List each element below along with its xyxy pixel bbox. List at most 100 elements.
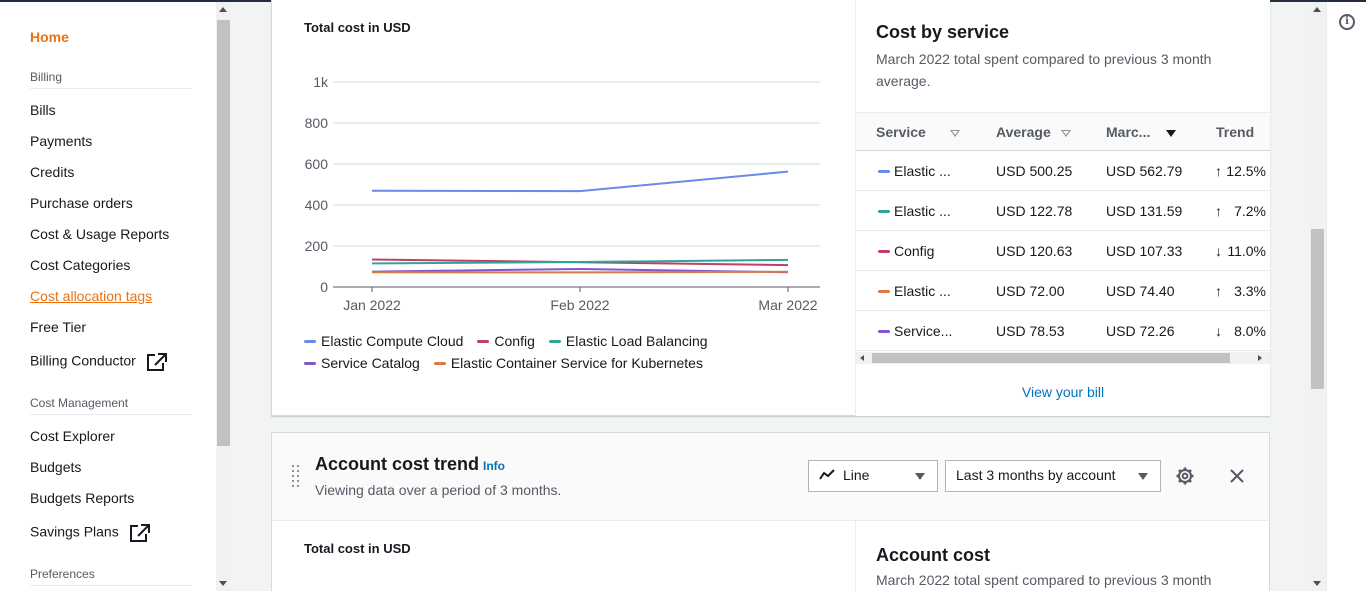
nav-budgets[interactable]: Budgets xyxy=(30,459,82,475)
nav-payments[interactable]: Payments xyxy=(30,133,93,149)
cost-by-service-subtitle: March 2022 total spent compared to previ… xyxy=(876,51,1212,89)
trend-value: 8.0% xyxy=(1234,323,1266,339)
legend-label: Elastic Container Service for Kubernetes xyxy=(450,355,703,371)
column-header-average[interactable]: Average xyxy=(996,124,1071,140)
main-scrollbar[interactable] xyxy=(1310,2,1325,591)
x-tick-label: Feb 2022 xyxy=(550,297,609,313)
sort-icon[interactable] xyxy=(949,129,960,137)
series-line xyxy=(371,170,789,193)
nav-billing-conductor[interactable]: Billing Conductor xyxy=(30,352,168,372)
y-tick-label: 200 xyxy=(305,238,329,254)
legend-label: Elastic Load Balancing xyxy=(565,333,708,349)
gear-icon[interactable] xyxy=(1176,467,1194,485)
nav-credits[interactable]: Credits xyxy=(30,164,75,180)
nav-savings-plans[interactable]: Savings Plans xyxy=(30,523,151,543)
nav-budgets-reports[interactable]: Budgets Reports xyxy=(30,490,135,506)
scroll-up-arrow[interactable] xyxy=(219,7,227,12)
info-link[interactable]: Info xyxy=(483,459,505,473)
table-row: Elastic ... USD 72.00 USD 74.40 ↑ 3.3% xyxy=(856,271,1270,311)
legend-swatch xyxy=(477,339,490,343)
nav-cost-categories[interactable]: Cost Categories xyxy=(30,257,131,273)
legend-item[interactable]: Config xyxy=(477,333,535,349)
trend-arrow-icon: ↑ xyxy=(1215,163,1222,179)
legend-item[interactable]: Service Catalog xyxy=(304,355,420,371)
line-chart-icon xyxy=(819,469,835,480)
nav-purchase-orders[interactable]: Purchase orders xyxy=(30,195,133,211)
time-range-select[interactable]: Last 3 months by account xyxy=(945,460,1161,492)
section-cost-management: Cost Management xyxy=(30,396,192,415)
widget-title: Account cost trend xyxy=(315,454,480,474)
service-name: Config xyxy=(894,243,935,259)
service-cell: Config xyxy=(878,243,934,259)
march-cell: USD 562.79 xyxy=(1106,163,1183,179)
nav-cost-explorer[interactable]: Cost Explorer xyxy=(30,428,115,444)
scroll-up-arrow[interactable] xyxy=(1313,7,1321,12)
trend-cell: ↑ 7.2% xyxy=(1215,203,1266,219)
table-horizontal-scrollbar[interactable] xyxy=(856,352,1270,364)
section-billing: Billing xyxy=(30,70,192,89)
chart-legend-row-1: Elastic Compute Cloud Config Elastic Load … xyxy=(304,333,722,349)
sort-icon[interactable] xyxy=(1060,129,1071,137)
legend-label: Service Catalog xyxy=(321,355,420,371)
close-icon[interactable] xyxy=(1229,468,1245,484)
average-cell: USD 78.53 xyxy=(996,323,1065,339)
service-cell: Elastic ... xyxy=(878,283,951,299)
widget-header: Account cost trend Info Viewing data ove… xyxy=(272,433,1269,521)
horizontal-scroll-thumb[interactable] xyxy=(872,353,1230,363)
service-cell: Elastic ... xyxy=(878,163,951,179)
chart-legend-row-2: Service Catalog Elastic Container Service… xyxy=(304,355,717,371)
external-link-icon xyxy=(129,524,150,542)
table-row: Elastic ... USD 500.25 USD 562.79 ↑ 12.5% xyxy=(856,151,1270,191)
service-name: Elastic ... xyxy=(894,203,951,219)
average-cell: USD 120.63 xyxy=(996,243,1073,259)
chevron-down-icon xyxy=(915,473,925,480)
scroll-left-arrow[interactable] xyxy=(860,355,864,361)
legend-swatch xyxy=(548,339,561,343)
column-header-trend[interactable]: Trend xyxy=(1216,124,1254,140)
sidebar-scrollbar[interactable] xyxy=(216,2,231,591)
sidebar-scroll-thumb[interactable] xyxy=(217,20,230,446)
trend-value: 12.5% xyxy=(1226,163,1266,179)
cost-by-service-panel: Cost by service March 2022 total spent c… xyxy=(855,0,1270,416)
legend-item[interactable]: Elastic Compute Cloud xyxy=(304,333,463,349)
table-header: Service Average Marc... Trend xyxy=(856,112,1270,151)
scroll-down-arrow[interactable] xyxy=(219,581,227,586)
march-cell: USD 72.26 xyxy=(1106,323,1175,339)
trend-value: 7.2% xyxy=(1234,203,1266,219)
chart-title: Total cost in USD xyxy=(304,541,411,556)
info-icon[interactable]: i xyxy=(1339,14,1355,30)
legend-item[interactable]: Elastic Container Service for Kubernetes xyxy=(433,355,703,371)
march-cell: USD 131.59 xyxy=(1106,203,1183,219)
scroll-right-arrow[interactable] xyxy=(1258,355,1262,361)
view-your-bill-link[interactable]: View your bill xyxy=(1021,384,1105,400)
column-header-service[interactable]: Service xyxy=(876,124,960,140)
section-preferences: Preferences xyxy=(30,567,192,586)
chart-type-value: Line xyxy=(843,467,870,483)
main-scroll-thumb[interactable] xyxy=(1311,229,1324,389)
trend-arrow-icon: ↓ xyxy=(1215,323,1222,339)
scroll-down-arrow[interactable] xyxy=(1313,581,1321,586)
nav-free-tier[interactable]: Free Tier xyxy=(30,319,87,335)
service-name: Service... xyxy=(894,323,953,339)
column-header-march[interactable]: Marc... xyxy=(1106,124,1177,140)
average-cell: USD 122.78 xyxy=(996,203,1073,219)
cost-summary-widget: Total cost in USD 0 200 400 600 800 1k Jan 202… xyxy=(271,0,1270,416)
legend-swatch xyxy=(433,361,446,365)
sort-descending-icon[interactable] xyxy=(1166,129,1177,137)
legend-label: Elastic Compute Cloud xyxy=(321,333,464,349)
nav-bills[interactable]: Bills xyxy=(30,102,56,118)
average-cell: USD 72.00 xyxy=(996,283,1065,299)
service-swatch xyxy=(878,289,890,293)
legend-item[interactable]: Elastic Load Balancing xyxy=(548,333,708,349)
x-tick-label: Mar 2022 xyxy=(758,297,817,313)
table-row: Service... USD 78.53 USD 72.26 ↓ 8.0% xyxy=(856,311,1270,351)
drag-handle-icon[interactable] xyxy=(292,465,302,487)
nav-cost-allocation-tags[interactable]: Cost allocation tags xyxy=(30,288,153,304)
service-name: Elastic ... xyxy=(894,163,951,179)
chart-type-select[interactable]: Line xyxy=(808,460,938,492)
y-tick-label: 1k xyxy=(313,74,329,90)
nav-home[interactable]: Home xyxy=(30,29,69,45)
nav-cost-usage-reports[interactable]: Cost & Usage Reports xyxy=(30,226,170,242)
service-name: Elastic ... xyxy=(894,283,951,299)
column-label: Marc... xyxy=(1106,124,1151,140)
